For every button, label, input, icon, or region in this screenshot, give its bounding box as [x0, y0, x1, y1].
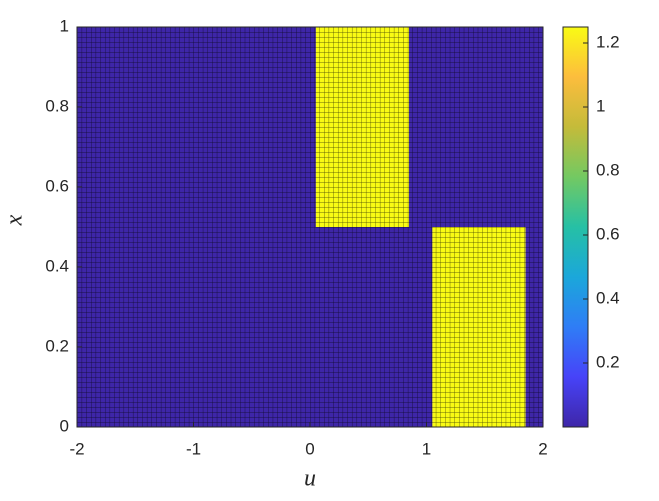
x-tick-label: 1 [422, 439, 431, 458]
x-axis-label: u [304, 466, 316, 492]
colorbar-tick-label: 0.6 [596, 224, 620, 243]
y-axis-label: x [2, 214, 28, 226]
x-tick-label: -1 [186, 439, 201, 458]
colorbar-tick-label: 1.2 [596, 32, 620, 51]
colorbar-tick-label: 1 [596, 96, 605, 115]
colorbar-tick-label: 0.2 [596, 352, 620, 371]
y-tick-label: 0.8 [45, 96, 69, 115]
y-tick-label: 0 [60, 416, 69, 435]
colorbar-tick-label: 0.4 [596, 288, 620, 307]
y-tick-label: 1 [60, 16, 69, 35]
colorbar [562, 26, 589, 428]
x-tick-label: 0 [305, 439, 314, 458]
x-tick-label: 2 [538, 439, 547, 458]
colorbar-tick-label: 0.8 [596, 160, 620, 179]
mesh [77, 27, 543, 427]
y-tick-label: 0.6 [45, 176, 69, 195]
y-tick-label: 0.2 [45, 336, 69, 355]
x-tick-label: -2 [69, 439, 84, 458]
y-tick-label: 0.4 [45, 256, 69, 275]
